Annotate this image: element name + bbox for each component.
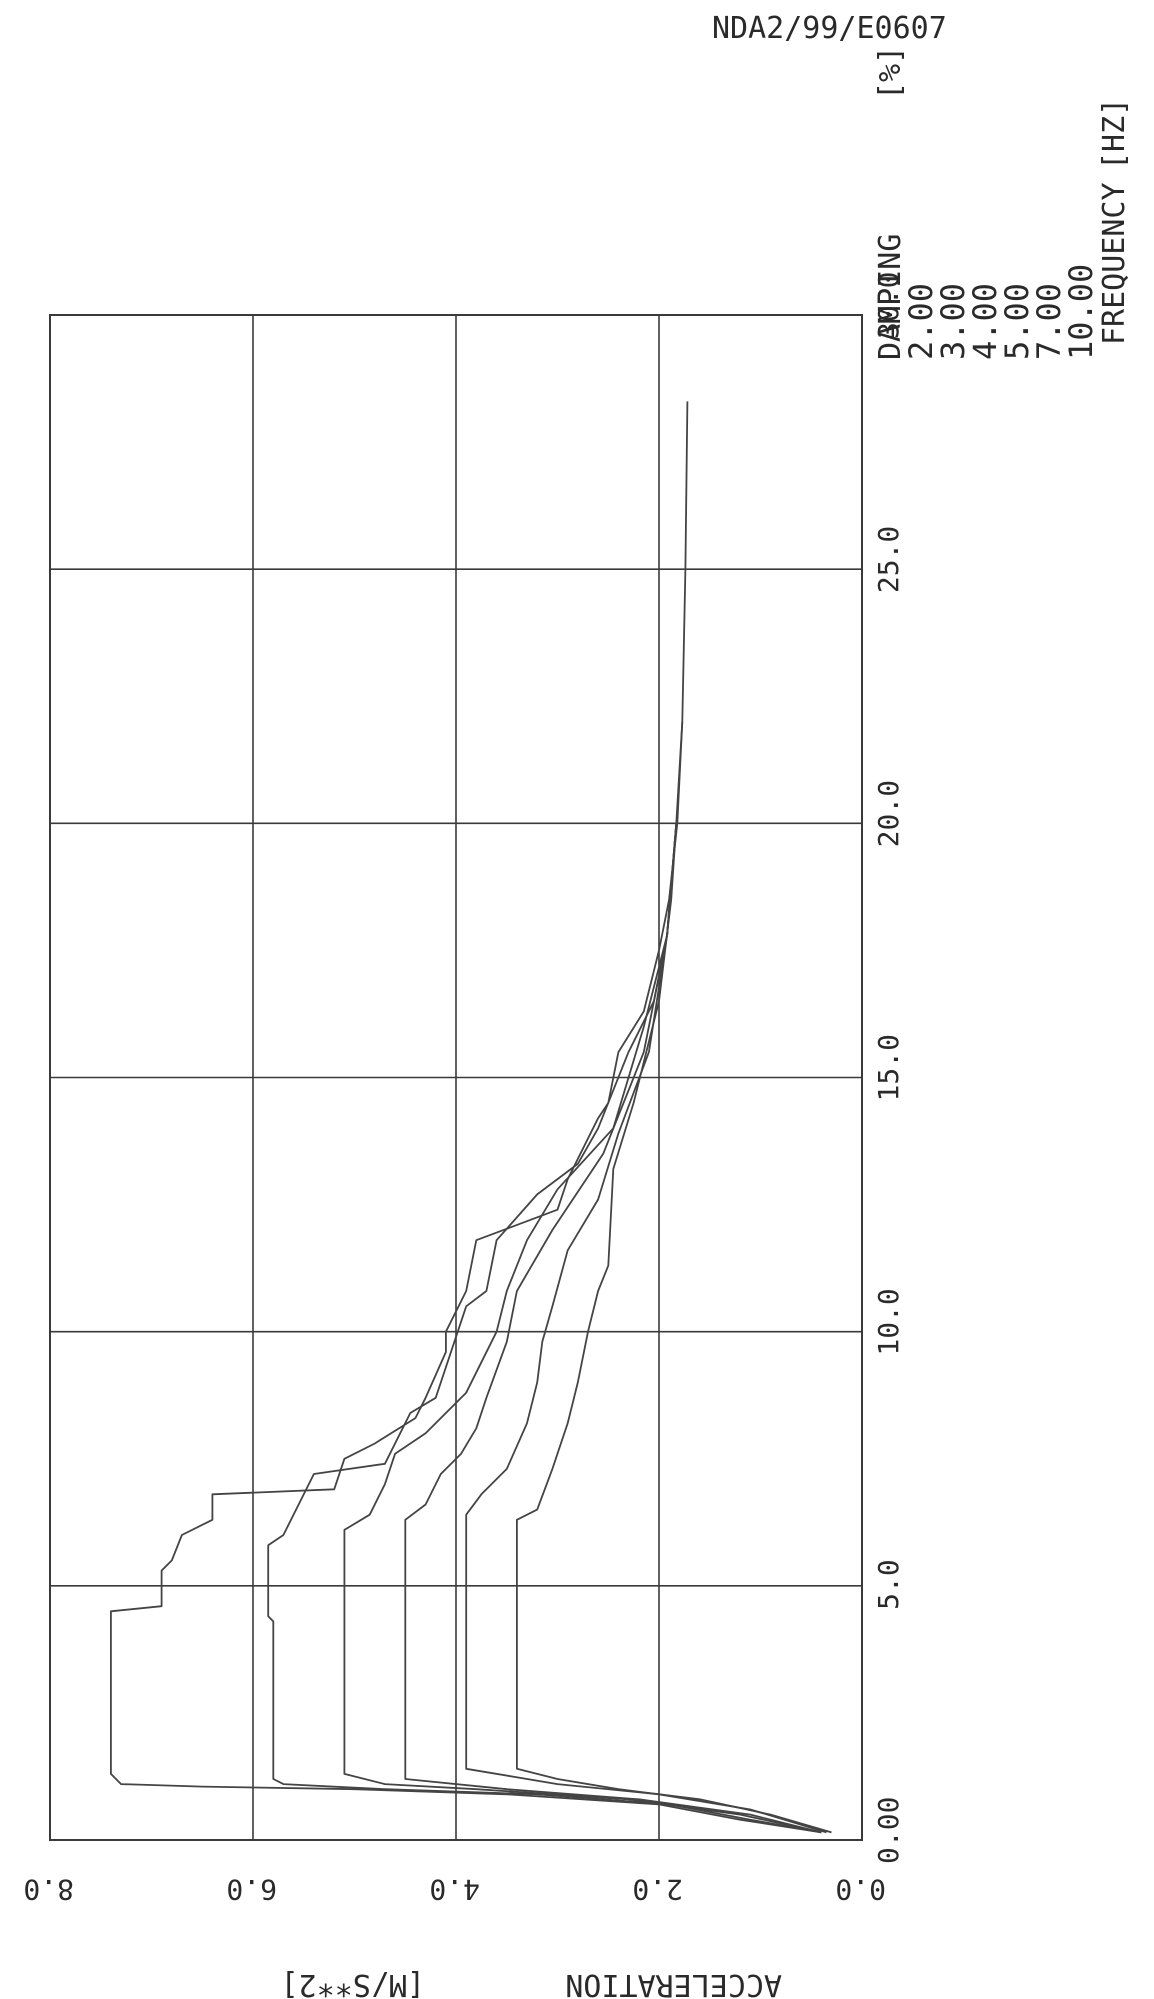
x-tick-group: 15.0 (872, 1034, 905, 1101)
legend-entry: 7.00 (1030, 283, 1068, 360)
x-tick-group: 0.00 (872, 1797, 905, 1864)
y-tick-group: 0.0 (835, 1873, 886, 1906)
x-axis-title: FREQUENCY [HZ] (1097, 98, 1132, 345)
document-id: NDA2/99/E0607 (712, 11, 947, 46)
x-axis-unit: [HZ] (1097, 98, 1132, 170)
plot-grid (49, 314, 863, 1841)
series-line-damping-2.00 (110, 401, 822, 1834)
series-line-damping-7.00 (465, 823, 827, 1834)
x-tick-group: 5.0 (872, 1559, 905, 1610)
series-layer (110, 401, 832, 1834)
y-axis-label: ACCELERATION (565, 1967, 782, 1999)
series-line-damping-5.00 (404, 823, 822, 1834)
legend-entry: 3.00 (934, 283, 972, 360)
legend-unit: [%] (873, 46, 908, 100)
x-tick-label: 10.0 (872, 1288, 905, 1355)
y-tick-label: 6.0 (226, 1873, 277, 1906)
x-tick-label: 15.0 (872, 1034, 905, 1101)
y-axis-unit-group: [M/S**2] (281, 1967, 426, 1999)
x-tick-group: 25.0 (872, 526, 905, 593)
x-tick-label: 0.00 (872, 1797, 905, 1864)
y-tick-group: 6.0 (226, 1873, 277, 1906)
y-tick-label: 4.0 (429, 1873, 480, 1906)
legend: DAMPING [%] 2.00 3.00 4.00 5.00 7.00 10.… (873, 46, 1100, 360)
series-line-damping-10.00 (516, 823, 832, 1834)
y-tick-label: 2.0 (632, 1873, 683, 1906)
y-axis-unit: [M/S**2] (281, 1967, 426, 1999)
x-axis-label: FREQUENCY (1097, 182, 1132, 345)
y-tick-group: 4.0 (429, 1873, 480, 1906)
x-tick-label: 5.0 (872, 1559, 905, 1610)
y-tick-group: 2.0 (632, 1873, 683, 1906)
legend-title: DAMPING (873, 234, 908, 360)
series-line-damping-4.00 (343, 823, 822, 1834)
x-tick-label: 25.0 (872, 526, 905, 593)
x-tick-group: 10.0 (872, 1288, 905, 1355)
legend-entry: 10.00 (1062, 264, 1100, 360)
x-tick-group: 30.0 (872, 272, 905, 339)
series-line-damping-3.00 (267, 721, 822, 1834)
tick-labels: 0.00 5.0 10.0 15.0 20.0 25.0 30.0 0.0 2.0 4.0 6.0 8… (23, 272, 905, 1906)
x-tick-group: 20.0 (872, 780, 905, 847)
y-axis-title: ACCELERATION (565, 1967, 782, 1999)
legend-entry: 2.00 (902, 283, 940, 360)
y-tick-label: 0.0 (835, 1873, 886, 1906)
x-tick-label: 30.0 (872, 272, 905, 339)
legend-entry: 4.00 (966, 283, 1004, 360)
plot-frame (49, 314, 863, 1841)
legend-entry: 5.00 (998, 283, 1036, 360)
x-tick-label: 20.0 (872, 780, 905, 847)
y-tick-group: 8.0 (23, 1873, 74, 1906)
y-tick-label: 8.0 (23, 1873, 74, 1906)
